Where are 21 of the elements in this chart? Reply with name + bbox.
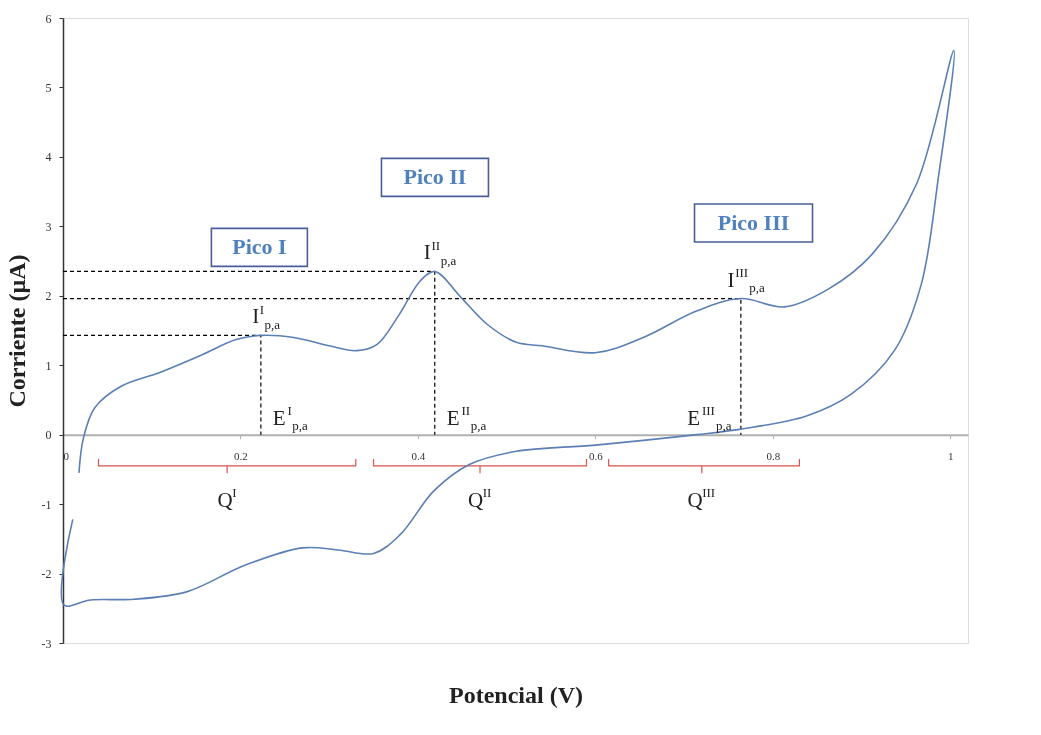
y-tick-label: 6	[45, 11, 52, 26]
x-tick-label: 0	[63, 450, 70, 463]
x-tick-label: 0.4	[411, 450, 426, 463]
y-tick-label: -2	[41, 567, 52, 582]
x-tick-label: 0.2	[234, 450, 248, 463]
y-tick-label: 4	[45, 150, 52, 165]
y-tick-label: 5	[45, 80, 52, 95]
y-axis-title: Corriente (µA)	[3, 254, 30, 408]
y-tick-label: 0	[45, 428, 52, 443]
y-tick-label: 2	[45, 289, 52, 304]
annotation: Pico II	[403, 164, 467, 190]
annotation: Pico I	[232, 234, 287, 260]
y-tick-label: -3	[41, 636, 52, 651]
x-tick-label: 0.6	[588, 450, 604, 463]
y-tick-label: -1	[41, 497, 52, 512]
x-tick-label: 1	[948, 450, 954, 463]
annotation: Pico III	[717, 210, 790, 235]
y-tick-label: 1	[45, 358, 52, 373]
y-tick-label: 3	[45, 219, 52, 234]
x-tick-label: 0.8	[766, 450, 781, 463]
x-axis-title: Potencial (V)	[449, 681, 583, 708]
